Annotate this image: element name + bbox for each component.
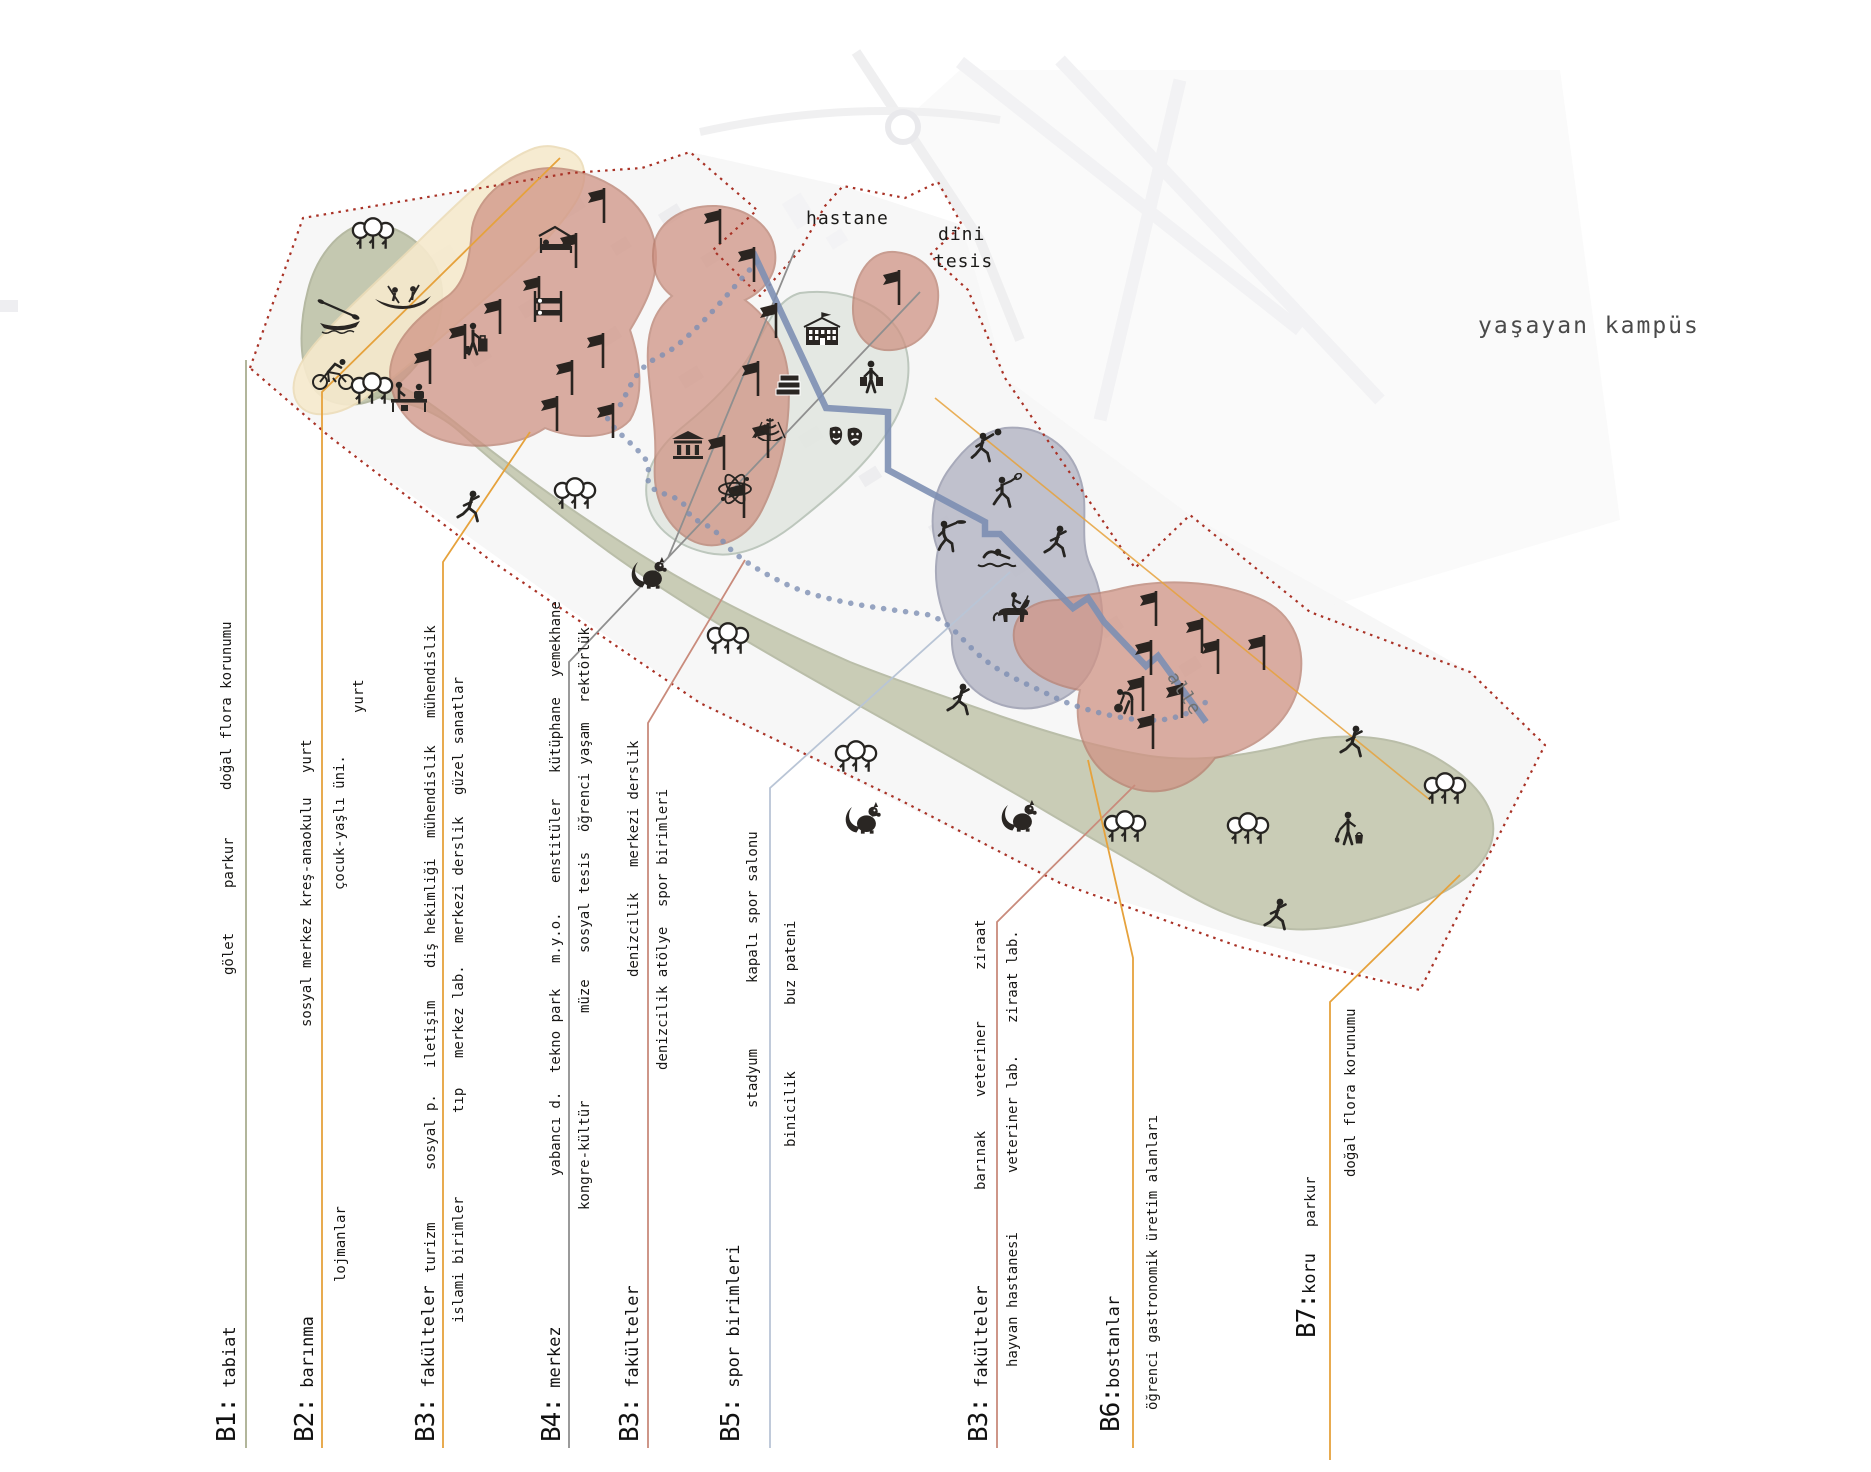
legend-item: kütüphane bbox=[548, 697, 564, 773]
legend-item: veteriner bbox=[973, 1021, 989, 1097]
legend-item: merkez lab. bbox=[451, 965, 467, 1058]
legend-id-b1: B1: bbox=[212, 1398, 242, 1442]
legend-item: merkezi derslik bbox=[451, 816, 467, 943]
legend-name-b6: bostanlar bbox=[1104, 1295, 1124, 1389]
legend-item: sosyal merkez bbox=[299, 917, 315, 1027]
legend-item: kreş-anaokulu bbox=[299, 797, 315, 907]
legend-name-b7: koru bbox=[1300, 1253, 1320, 1295]
legend-item: lojmanlar bbox=[333, 1206, 349, 1282]
legend-title-b4: B4: merkez bbox=[537, 1326, 567, 1442]
legend-item: gölet bbox=[221, 932, 237, 975]
legend-item: doğal flora korunumu bbox=[1343, 1008, 1359, 1177]
leader-b3c bbox=[996, 784, 1136, 1448]
leader-b3b bbox=[647, 559, 746, 1448]
legend-id-b7: B7: bbox=[1292, 1294, 1322, 1338]
legend-item: güzel sanatlar bbox=[451, 676, 467, 795]
zone-dini-tesis-blob bbox=[851, 250, 940, 352]
legend-item: çocuk-yaşlı üni. bbox=[332, 755, 348, 890]
legend-leader-lines bbox=[245, 157, 1461, 1460]
leader-b3a bbox=[442, 431, 531, 1448]
leader-b7 bbox=[1329, 874, 1461, 1460]
legend-item: hayvan hastanesi bbox=[1005, 1232, 1021, 1367]
legend-title-b6: B6:bostanlar bbox=[1096, 1295, 1126, 1432]
legend-id-b5: B5: bbox=[716, 1398, 746, 1442]
legend-item: merkezi derslik bbox=[626, 740, 642, 867]
leader-b6 bbox=[1087, 759, 1134, 1448]
legend-item: ziraat bbox=[973, 919, 989, 970]
legend-item: müze bbox=[577, 979, 593, 1013]
legend-item: öğrenci yaşam bbox=[577, 722, 593, 832]
legend-title-b2: B2: barınma bbox=[290, 1316, 320, 1442]
legend-item: mühendislik bbox=[423, 625, 439, 718]
legend-id-b6: B6: bbox=[1096, 1388, 1126, 1432]
legend-name-b3a: fakülteler bbox=[419, 1285, 439, 1399]
legend-item: yurt bbox=[299, 739, 315, 773]
legend-title-b5: B5: spor birimleri bbox=[716, 1244, 746, 1443]
legend-item: islami birimler bbox=[451, 1196, 467, 1323]
legend-item: enstitüler bbox=[548, 798, 564, 883]
legend-item: tıp bbox=[451, 1087, 467, 1113]
legend-id-b4: B4: bbox=[537, 1398, 567, 1442]
map-label-dini: dini bbox=[938, 224, 986, 245]
legend-item: diş hekimliği bbox=[423, 858, 439, 968]
legend-item: mühendislik bbox=[423, 745, 439, 838]
legend-item: parkur bbox=[1303, 1176, 1319, 1227]
legend-item: spor birimleri bbox=[655, 788, 671, 907]
legend-title-b3b: B3: fakülteler bbox=[615, 1285, 645, 1442]
legend-id-b3a: B3: bbox=[411, 1398, 441, 1442]
legend-item: denizcilik bbox=[626, 892, 642, 977]
legend-item: denizcilik atölye bbox=[655, 926, 671, 1070]
legend-item: stadyum bbox=[745, 1048, 761, 1108]
legend-item: yemekhane bbox=[548, 601, 564, 677]
section-line-orange bbox=[934, 397, 1431, 801]
dotted-path-line bbox=[604, 259, 1211, 724]
legend-id-b2: B2: bbox=[290, 1398, 320, 1442]
legend-title-b1: B1: tabiat bbox=[212, 1326, 242, 1442]
legend-item: rektörlük bbox=[577, 627, 593, 703]
legend-item: doğal flora korunumu bbox=[219, 621, 235, 790]
legend-name-b3c: fakülteler bbox=[972, 1285, 992, 1399]
legend-id-b3b: B3: bbox=[615, 1398, 645, 1442]
books-icon bbox=[775, 374, 801, 396]
legend-title-b7: B7:koru bbox=[1292, 1253, 1322, 1338]
legend-item: ziraat lab. bbox=[1005, 930, 1021, 1023]
leader-b4 bbox=[568, 291, 921, 1448]
legend-id-b3c: B3: bbox=[964, 1398, 994, 1442]
campus-boundary bbox=[248, 150, 1547, 992]
map-label-hastane: hastane bbox=[806, 208, 889, 229]
legend-title-b3c: B3: fakülteler bbox=[964, 1285, 994, 1442]
legend-name-b1: tabiat bbox=[220, 1326, 240, 1399]
legend-item: barınak bbox=[973, 1130, 989, 1190]
legend-item: kongre-kültür bbox=[577, 1100, 593, 1210]
map-label-tesis: tesis bbox=[934, 251, 994, 272]
legend-name-b3b: fakülteler bbox=[623, 1285, 643, 1399]
legend-item: veteriner lab. bbox=[1005, 1054, 1021, 1173]
legend-item: yabancı d. bbox=[548, 1091, 564, 1176]
legend-item: parkur bbox=[221, 837, 237, 888]
legend-item: kapalı spor salonu bbox=[745, 831, 761, 983]
legend-item: m.y.o. bbox=[548, 912, 564, 963]
page-title: yaşayan kampüs bbox=[1478, 313, 1700, 339]
legend-item: sosyal p. bbox=[423, 1094, 439, 1170]
legend-name-b2: barınma bbox=[298, 1316, 318, 1399]
leader-b5 bbox=[769, 571, 1011, 1448]
legend-title-b3a: B3: fakülteler bbox=[411, 1285, 441, 1442]
legend-item: öğrenci gastronomik üretim alanları bbox=[1145, 1114, 1161, 1410]
legend-item: binicilik bbox=[783, 1071, 799, 1147]
legend-item: sosyal tesis bbox=[577, 851, 593, 953]
zone-fakulteler-3 bbox=[1012, 581, 1303, 793]
legend-item: tekno park bbox=[548, 988, 564, 1073]
legend-item: iletişim bbox=[423, 1000, 439, 1068]
legend-name-b4: merkez bbox=[545, 1326, 565, 1399]
legend-item: turizm bbox=[423, 1222, 439, 1273]
legend-name-b5: spor birimleri bbox=[724, 1244, 744, 1399]
leader-b2 bbox=[321, 157, 561, 1448]
legend-item: yurt bbox=[351, 679, 367, 713]
alle-axis-line bbox=[750, 250, 1209, 724]
zone-fakulteler-2 bbox=[646, 204, 790, 547]
legend-item: buz pateni bbox=[783, 920, 799, 1005]
squirrel-icon bbox=[844, 801, 882, 835]
